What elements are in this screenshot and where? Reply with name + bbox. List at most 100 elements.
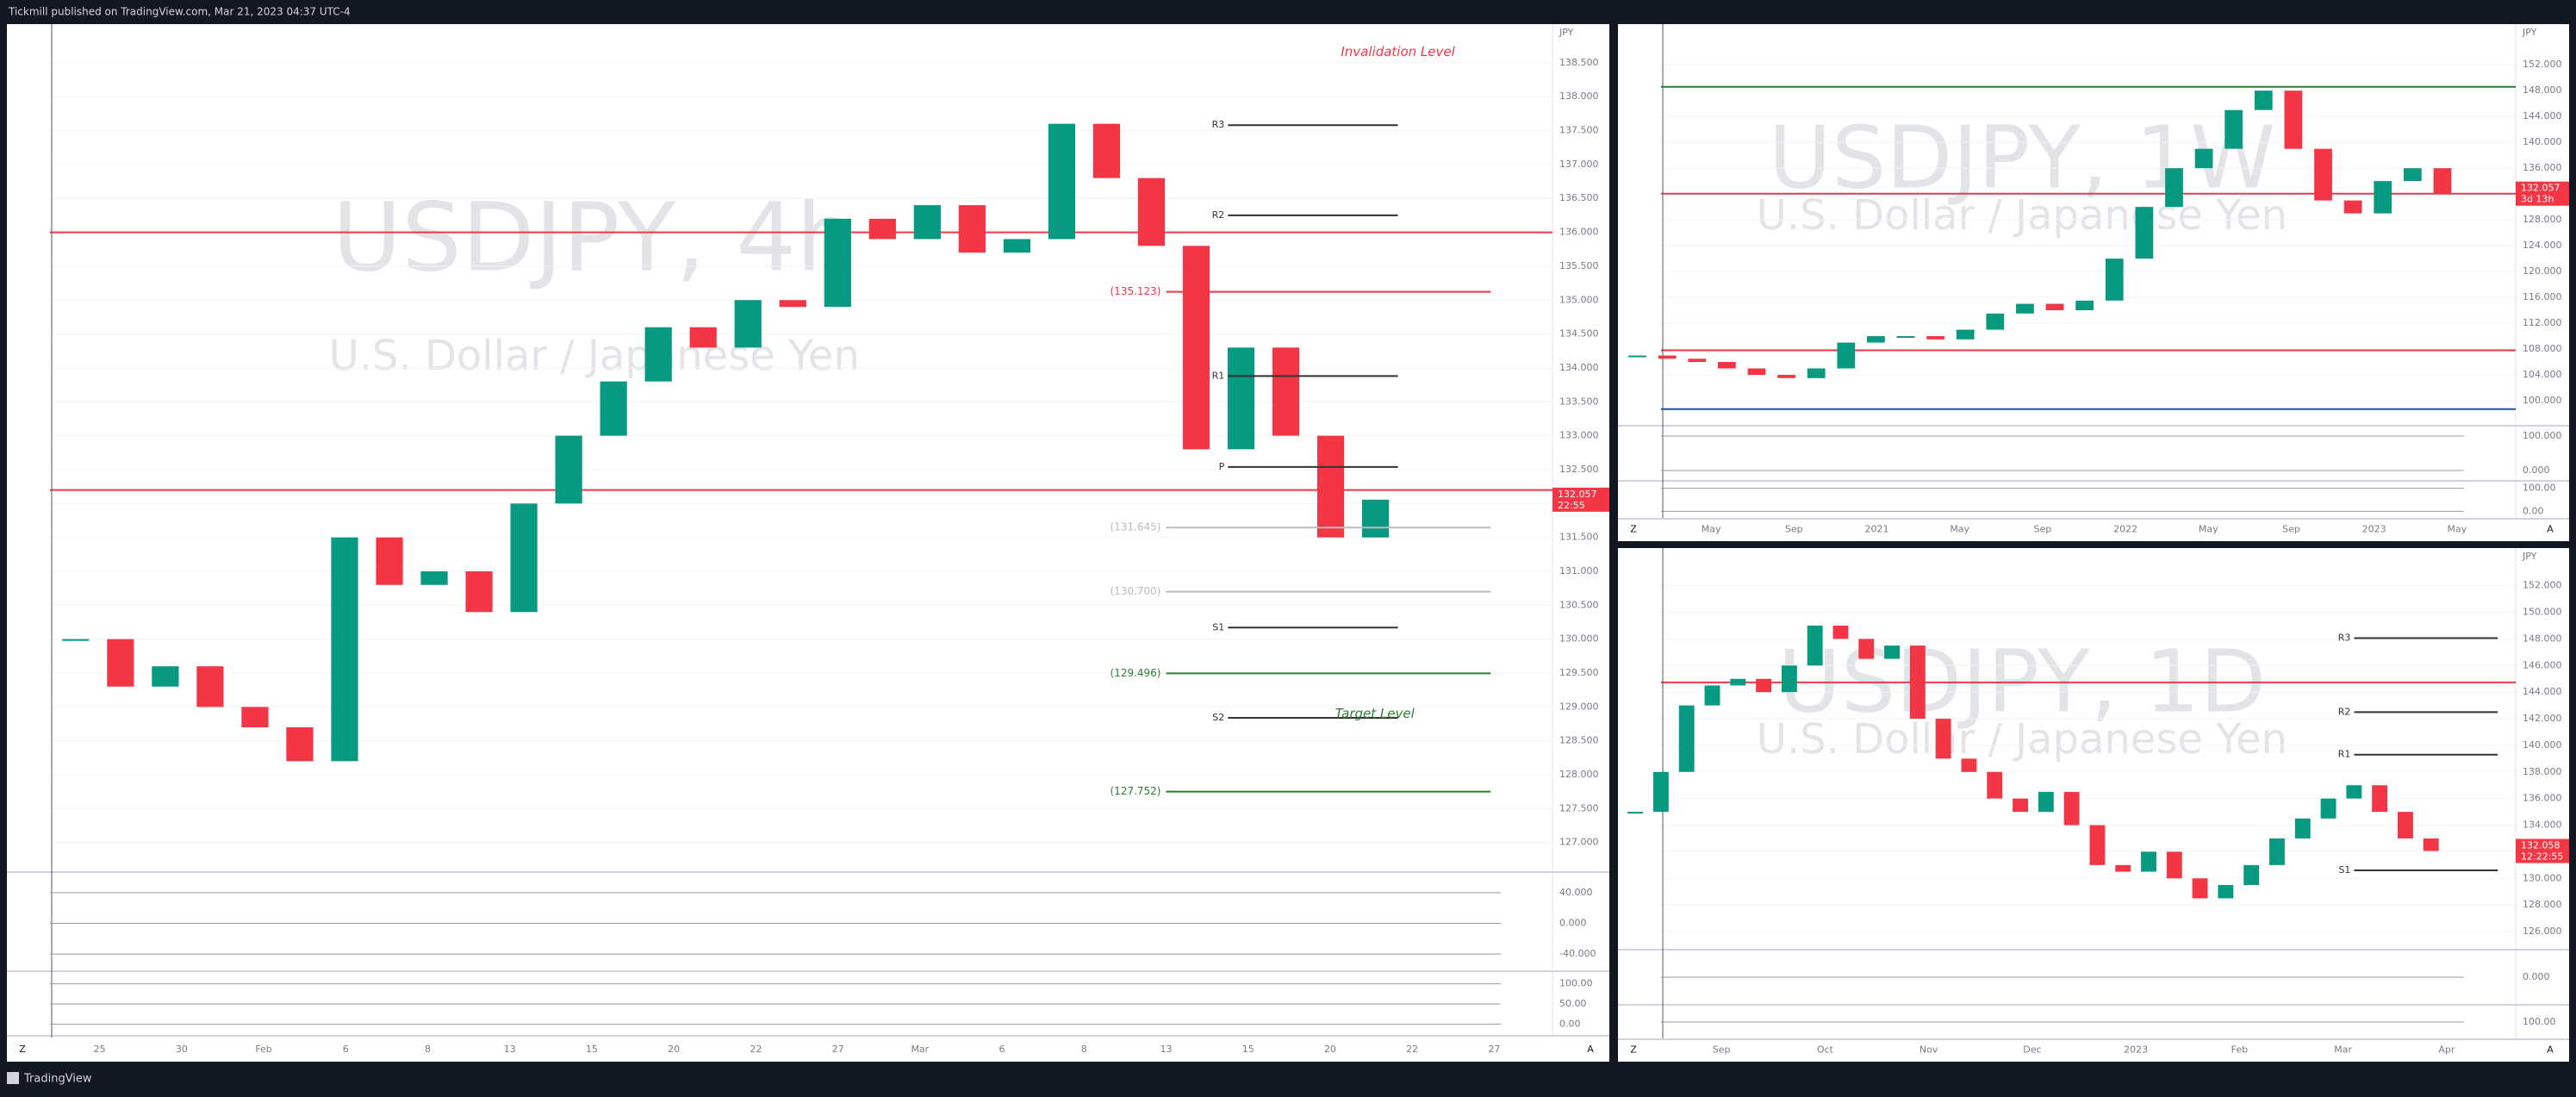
- candle: [2314, 148, 2332, 201]
- x-tick-label: 8: [1081, 1044, 1087, 1055]
- button[interactable]: A: [1587, 1044, 1594, 1055]
- candle: [1867, 336, 1885, 343]
- brand-logo: [7, 1072, 19, 1084]
- countdown-label: 3d 13h: [2521, 194, 2554, 205]
- candle: [1227, 347, 1255, 450]
- y-tick-label: 135.500: [1559, 260, 1599, 271]
- osc-tick-label: 0.000: [2523, 971, 2550, 982]
- y-tick-label: 134.000: [1559, 362, 1599, 373]
- candle: [2089, 825, 2106, 865]
- y-tick-label: 131.000: [1559, 565, 1599, 577]
- y-tick-label: 152.000: [2523, 59, 2562, 70]
- osc-tick-label: 100.00: [2523, 1016, 2556, 1027]
- candle: [689, 327, 717, 348]
- candle: [1272, 347, 1300, 436]
- currency-label: JPY: [1559, 27, 1574, 38]
- pivot-label: P: [1219, 461, 1225, 472]
- candle: [1627, 812, 1644, 814]
- candle: [2346, 785, 2362, 799]
- y-tick-label: 104.000: [2523, 369, 2562, 380]
- osc-tick-label: 0.00: [1559, 1018, 1581, 1029]
- y-tick-label: 128.000: [2523, 899, 2562, 910]
- y-tick-label: 136.000: [2523, 793, 2562, 804]
- footer-brand[interactable]: TradingView: [23, 1073, 92, 1086]
- annotation: Invalidation Level: [1341, 44, 1455, 59]
- candle: [2374, 181, 2392, 214]
- candle: [1987, 771, 2003, 799]
- candle: [868, 218, 896, 240]
- osc-tick-label: 40.000: [1559, 887, 1593, 898]
- pivot-label: R1: [2338, 749, 2351, 760]
- pivot-label: R3: [2338, 633, 2351, 644]
- candle: [1781, 665, 1797, 693]
- symbol-watermark: USDJPY, 4h: [333, 183, 856, 293]
- y-tick-label: 137.500: [1559, 125, 1599, 136]
- candle: [1837, 342, 1856, 369]
- x-tick-label: 6: [999, 1044, 1005, 1055]
- x-tick-label: May: [1702, 524, 1721, 535]
- y-tick-label: 100.000: [2523, 395, 2562, 406]
- candle: [1935, 719, 1951, 759]
- candle: [2075, 300, 2094, 311]
- y-tick-label: 144.000: [2523, 110, 2562, 122]
- y-tick-label: 127.500: [1559, 802, 1599, 813]
- candle: [420, 570, 448, 585]
- candle: [510, 503, 538, 613]
- candle: [1003, 239, 1030, 253]
- button[interactable]: Z: [1630, 524, 1637, 535]
- x-tick-label: 30: [176, 1044, 188, 1055]
- button[interactable]: Z: [19, 1044, 26, 1055]
- candle: [1316, 435, 1345, 538]
- candle: [286, 726, 314, 762]
- candle: [2243, 864, 2260, 885]
- button[interactable]: A: [2547, 1044, 2554, 1056]
- y-tick-label: 126.000: [2523, 926, 2562, 937]
- x-tick-label: 25: [94, 1044, 106, 1055]
- pivot-label: S1: [1212, 621, 1224, 633]
- x-tick-label: 2023: [2124, 1044, 2148, 1056]
- y-tick-label: 136.000: [1559, 227, 1599, 238]
- candle: [1986, 313, 2005, 330]
- candle: [2294, 818, 2311, 838]
- currency-label: JPY: [2522, 27, 2537, 38]
- y-tick-label: 108.000: [2523, 343, 2562, 354]
- y-tick-label: 140.000: [2523, 136, 2562, 147]
- x-tick-label: Nov: [1920, 1044, 1938, 1056]
- last-price-tag: [2516, 838, 2569, 863]
- annotation: Target Level: [1335, 706, 1416, 721]
- button[interactable]: A: [2547, 524, 2554, 535]
- candle: [2403, 168, 2422, 182]
- x-tick-label: Mar: [911, 1044, 929, 1055]
- candle: [152, 666, 179, 687]
- y-tick-label: 137.000: [1559, 159, 1599, 170]
- candle: [2115, 864, 2131, 872]
- y-tick-label: 124.000: [2523, 240, 2562, 251]
- x-tick-label: 13: [1160, 1044, 1173, 1055]
- candle: [465, 570, 493, 613]
- candle: [1092, 123, 1121, 178]
- y-tick-label: 148.000: [2523, 84, 2562, 96]
- candle: [1832, 625, 1849, 639]
- x-tick-label: Sep: [2282, 524, 2300, 535]
- x-tick-label: 8: [425, 1044, 431, 1055]
- y-tick-label: 144.000: [2523, 686, 2562, 697]
- x-tick-label: Oct: [1817, 1044, 1834, 1056]
- candle: [600, 381, 627, 436]
- x-tick-label: 6: [343, 1044, 349, 1055]
- osc-tick-label: -40.000: [1559, 948, 1596, 959]
- pivot-label: S1: [2338, 864, 2350, 876]
- x-tick-label: Apr: [2438, 1044, 2455, 1056]
- description-watermark: U.S. Dollar / Japanese Yen: [329, 332, 860, 380]
- y-tick-label: 120.000: [2523, 265, 2562, 277]
- candle: [376, 537, 403, 585]
- candle: [2194, 148, 2213, 169]
- candle: [779, 300, 806, 308]
- y-tick-label: 131.500: [1559, 532, 1599, 543]
- x-tick-label: May: [2448, 524, 2467, 535]
- button[interactable]: Z: [1630, 1044, 1637, 1056]
- candle: [1909, 645, 1926, 720]
- y-tick-label: 128.000: [2523, 214, 2562, 225]
- candle: [1884, 645, 1900, 659]
- y-tick-label: 138.000: [1559, 90, 1599, 102]
